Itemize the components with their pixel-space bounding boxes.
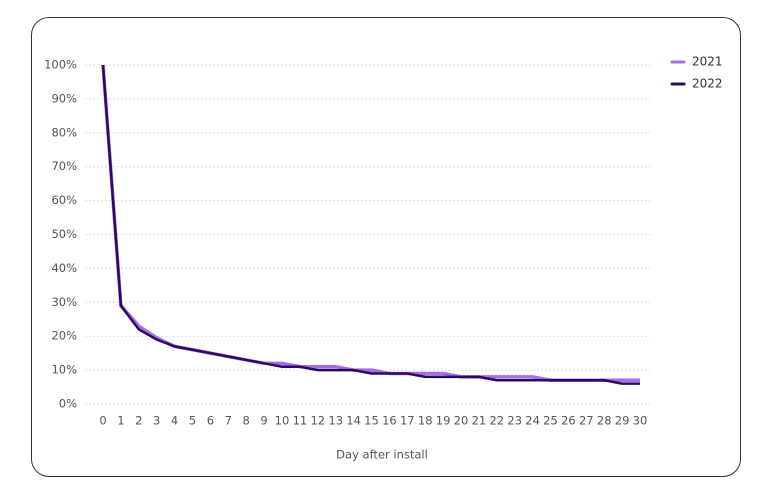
y-tick-label: 70% [51, 159, 77, 173]
x-tick-label: 23 [507, 414, 522, 428]
x-tick-label: 16 [382, 414, 397, 428]
x-tick-label: 19 [436, 414, 451, 428]
x-tick-label: 27 [579, 414, 594, 428]
x-tick-label: 2 [135, 414, 142, 428]
legend-label: 2021 [692, 55, 723, 69]
x-tick-label: 4 [171, 414, 178, 428]
legend-label: 2022 [692, 77, 723, 91]
y-tick-label: 40% [51, 261, 77, 275]
x-tick-label: 8 [243, 414, 250, 428]
x-tick-label: 0 [99, 414, 106, 428]
series-line [101, 64, 640, 383]
y-tick-label: 50% [51, 227, 77, 241]
y-tick-label: 100% [44, 58, 77, 72]
x-tick-label: 24 [525, 414, 540, 428]
series-line [101, 64, 640, 385]
x-tick-label: 29 [615, 414, 630, 428]
x-tick-label: 11 [293, 414, 308, 428]
y-tick-label: 90% [51, 91, 77, 105]
x-tick-label: 18 [418, 414, 433, 428]
x-tick-label: 21 [472, 414, 487, 428]
x-tick-label: 25 [543, 414, 558, 428]
x-tick-label: 17 [400, 414, 415, 428]
x-tick-label: 13 [328, 414, 343, 428]
x-tick-label: 12 [310, 414, 325, 428]
y-tick-label: 30% [51, 295, 77, 309]
x-tick-label: 9 [260, 414, 267, 428]
x-tick-label: 20 [454, 414, 469, 428]
x-tick-label: 3 [153, 414, 160, 428]
x-tick-label: 7 [225, 414, 232, 428]
x-tick-label: 26 [561, 414, 576, 428]
x-tick-label: 1 [117, 414, 124, 428]
x-tick-label: 10 [275, 414, 290, 428]
x-tick-label: 30 [633, 414, 648, 428]
x-tick-label: 5 [189, 414, 196, 428]
y-tick-label: 20% [51, 329, 77, 343]
y-tick-label: 60% [51, 193, 77, 207]
x-tick-label: 28 [597, 414, 612, 428]
y-tick-label: 80% [51, 125, 77, 139]
x-tick-label: 14 [346, 414, 361, 428]
x-tick-label: 6 [207, 414, 214, 428]
x-axis-title: Day after install [336, 448, 428, 462]
y-tick-label: 10% [51, 363, 77, 377]
y-tick-label: 0% [59, 397, 77, 411]
chart-card [31, 17, 741, 477]
x-tick-label: 22 [489, 414, 504, 428]
x-tick-label: 15 [364, 414, 379, 428]
